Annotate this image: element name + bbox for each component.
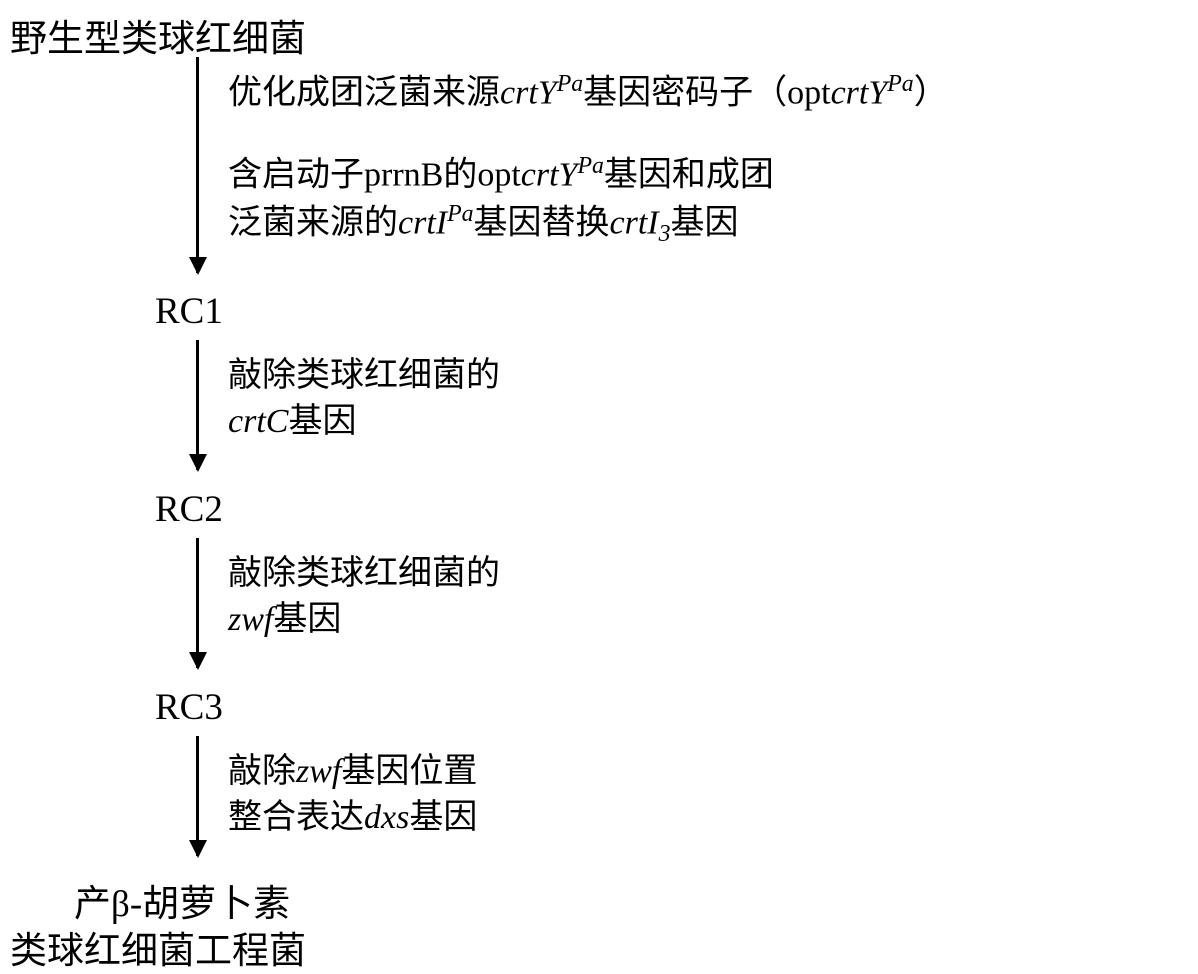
step-line: 敲除类球红细菌的 bbox=[228, 551, 500, 597]
flowchart-arrow-3 bbox=[196, 736, 199, 856]
text-segment: dxs bbox=[364, 799, 409, 836]
text-segment: 基因密码子（opt bbox=[583, 74, 830, 111]
step-line: 含启动子prrnB的optcrtYPa基因和成团 bbox=[228, 150, 774, 198]
flowchart-node-start: 野生型类球红细菌 bbox=[10, 8, 306, 62]
text-segment: 敲除 bbox=[228, 753, 296, 790]
flowchart-step-step1: 优化成团泛菌来源crtYPa基因密码子（optcrtYPa） bbox=[228, 68, 948, 116]
flowchart-step-step1b: 含启动子prrnB的optcrtYPa基因和成团泛菌来源的crtIPa基因替换c… bbox=[228, 150, 774, 250]
flowchart-arrow-0 bbox=[196, 57, 199, 273]
text-segment: 敲除类球红细菌的 bbox=[228, 357, 500, 394]
flowchart-step-step2: 敲除类球红细菌的 crtC基因 bbox=[228, 353, 500, 445]
text-segment: 优化成团泛菌来源 bbox=[228, 74, 500, 111]
text-segment: 敲除类球红细菌的 bbox=[228, 555, 500, 592]
step-line: crtC基因 bbox=[228, 399, 500, 445]
text-segment: 基因和成团 bbox=[604, 156, 774, 193]
text-segment: 泛菌来源的 bbox=[228, 205, 398, 242]
text-segment: 基因 bbox=[671, 205, 739, 242]
text-segment: 基因位置 bbox=[341, 753, 477, 790]
step-line: 敲除类球红细菌的 bbox=[228, 353, 500, 399]
flowchart-node-rc2: RC2 bbox=[155, 488, 223, 531]
step-line: 优化成团泛菌来源crtYPa基因密码子（optcrtYPa） bbox=[228, 68, 948, 116]
flowchart-node-rc3: RC3 bbox=[155, 686, 223, 729]
flowchart-step-step4: 敲除zwf基因位置整合表达dxs基因 bbox=[228, 749, 477, 841]
text-segment: crtC bbox=[228, 403, 288, 440]
text-segment: crtI bbox=[398, 205, 447, 242]
text-segment: Pa bbox=[887, 71, 913, 97]
text-segment: crtI bbox=[610, 205, 659, 242]
text-segment: Pa bbox=[447, 201, 473, 227]
step-line: 泛菌来源的crtIPa基因替换crtI3基因 bbox=[228, 198, 774, 250]
text-segment: ） bbox=[914, 74, 948, 111]
text-segment: 基因 bbox=[273, 601, 341, 638]
text-segment: crtY bbox=[500, 74, 557, 111]
text-segment: 整合表达 bbox=[228, 799, 364, 836]
text-segment: zwf bbox=[228, 601, 273, 638]
step-line: zwf基因 bbox=[228, 597, 500, 643]
text-segment: 3 bbox=[659, 221, 671, 247]
text-segment: Pa bbox=[557, 71, 583, 97]
flowchart-arrow-1 bbox=[196, 340, 199, 470]
text-segment: 基因 bbox=[409, 799, 477, 836]
flowchart-node-end_line1: 产β-胡萝卜素 bbox=[74, 873, 290, 927]
text-segment: Pa bbox=[577, 153, 603, 179]
text-segment: zwf bbox=[296, 753, 341, 790]
flowchart-node-end_line2: 类球红细菌工程菌 bbox=[10, 920, 306, 974]
text-segment: crtY bbox=[521, 156, 578, 193]
step-line: 整合表达dxs基因 bbox=[228, 795, 477, 841]
text-segment: 基因 bbox=[288, 403, 356, 440]
step-line: 敲除zwf基因位置 bbox=[228, 749, 477, 795]
flowchart-step-step3: 敲除类球红细菌的 zwf基因 bbox=[228, 551, 500, 643]
text-segment: 基因替换 bbox=[474, 205, 610, 242]
text-segment: 含启动子prrnB的opt bbox=[228, 156, 521, 193]
flowchart-node-rc1: RC1 bbox=[155, 290, 223, 333]
flowchart-arrow-2 bbox=[196, 538, 199, 668]
text-segment: crtY bbox=[831, 74, 888, 111]
